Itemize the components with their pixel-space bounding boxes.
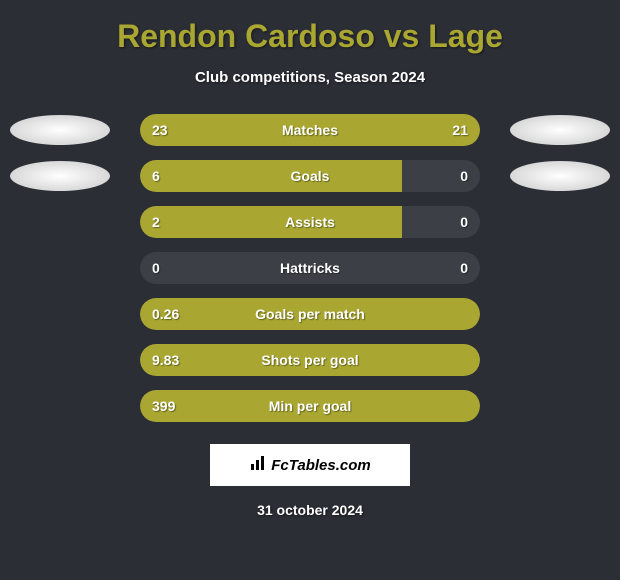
stat-value-left: 23 xyxy=(152,122,168,138)
stat-bar: 23 Matches 21 xyxy=(140,114,480,146)
watermark-text: FcTables.com xyxy=(271,457,370,474)
player-marker-right xyxy=(510,161,610,191)
stat-label: Goals per match xyxy=(255,306,365,322)
player-marker-right xyxy=(510,115,610,145)
stat-value-left: 2 xyxy=(152,214,160,230)
stat-label: Hattricks xyxy=(280,260,340,276)
stat-row: 399 Min per goal xyxy=(0,390,620,422)
stat-label: Assists xyxy=(285,214,335,230)
stat-value-left: 0 xyxy=(152,260,160,276)
stat-value-right: 21 xyxy=(452,122,468,138)
stat-row: 0 Hattricks 0 xyxy=(0,252,620,284)
comparison-container: 23 Matches 21 6 Goals 0 2 Assists 0 0 Hattricks 0 0.… xyxy=(0,114,620,422)
watermark: FcTables.com xyxy=(210,444,410,486)
stat-bar: 0 Hattricks 0 xyxy=(140,252,480,284)
stat-value-left: 399 xyxy=(152,398,175,414)
stat-row: 6 Goals 0 xyxy=(0,160,620,192)
stat-value-right: 0 xyxy=(460,260,468,276)
stat-row: 9.83 Shots per goal xyxy=(0,344,620,376)
stat-bar: 2 Assists 0 xyxy=(140,206,480,238)
stat-bar: 6 Goals 0 xyxy=(140,160,480,192)
date: 31 october 2024 xyxy=(0,502,620,518)
stat-label: Matches xyxy=(282,122,338,138)
stat-bar: 0.26 Goals per match xyxy=(140,298,480,330)
stat-value-right: 0 xyxy=(460,214,468,230)
stat-value-left: 9.83 xyxy=(152,352,179,368)
stat-label: Min per goal xyxy=(269,398,351,414)
stat-value-left: 0.26 xyxy=(152,306,179,322)
stat-row: 2 Assists 0 xyxy=(0,206,620,238)
chart-icon xyxy=(249,454,267,477)
subtitle: Club competitions, Season 2024 xyxy=(0,69,620,86)
stat-label: Shots per goal xyxy=(261,352,358,368)
bar-left-fill xyxy=(140,206,402,238)
player-marker-left xyxy=(10,161,110,191)
stat-row: 0.26 Goals per match xyxy=(0,298,620,330)
stat-label: Goals xyxy=(291,168,330,184)
stat-bar: 9.83 Shots per goal xyxy=(140,344,480,376)
stat-value-left: 6 xyxy=(152,168,160,184)
bar-left-fill xyxy=(140,160,402,192)
player-marker-left xyxy=(10,115,110,145)
stat-value-right: 0 xyxy=(460,168,468,184)
stat-row: 23 Matches 21 xyxy=(0,114,620,146)
page-title: Rendon Cardoso vs Lage xyxy=(0,18,620,55)
stat-bar: 399 Min per goal xyxy=(140,390,480,422)
